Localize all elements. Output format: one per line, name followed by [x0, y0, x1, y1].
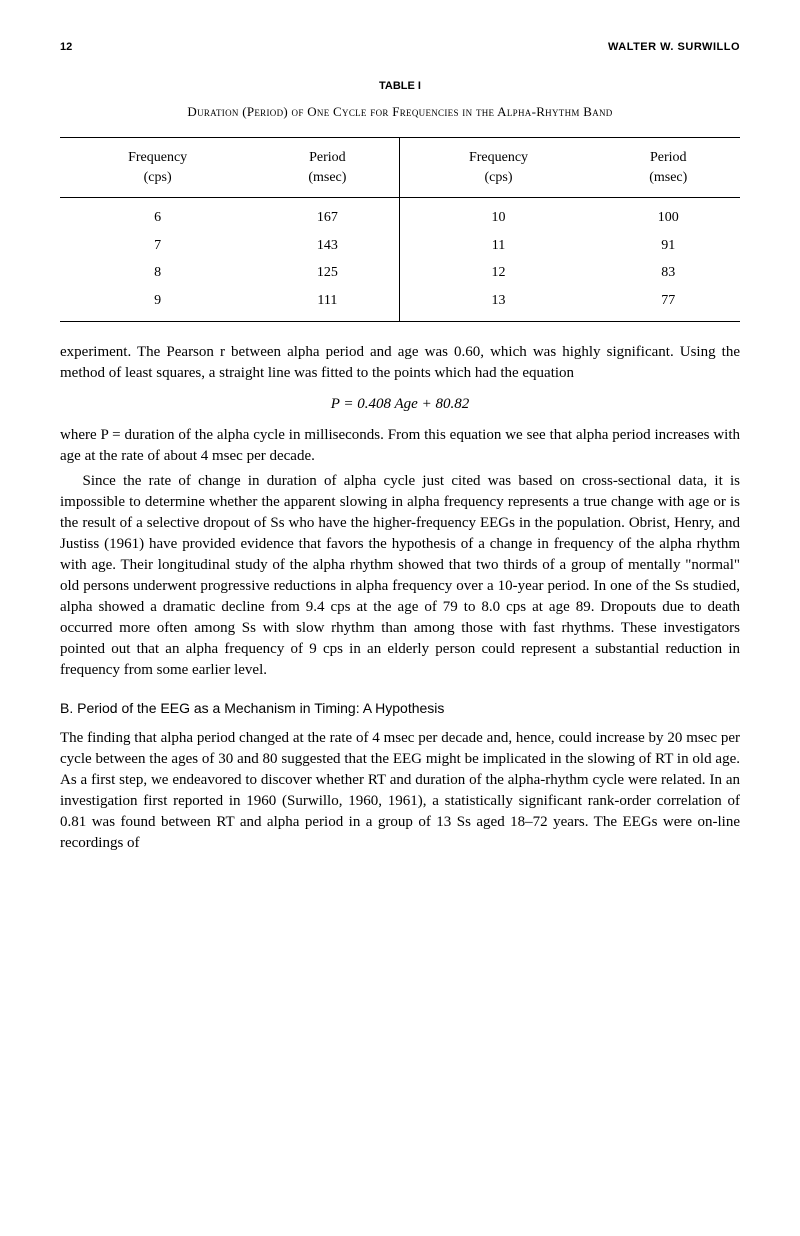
cell-rf: 11 [400, 232, 597, 260]
table-row: 8 125 12 83 [60, 259, 740, 287]
frequency-period-table: Frequency (cps) Period (msec) Frequency … [60, 137, 740, 322]
cell-lf: 7 [60, 232, 255, 260]
cell-rf: 10 [400, 198, 597, 232]
table-row: 9 111 13 77 [60, 287, 740, 321]
page-number: 12 [60, 40, 72, 55]
cell-rp: 100 [597, 198, 740, 232]
cell-lf: 6 [60, 198, 255, 232]
equation: P = 0.408 Age + 80.82 [60, 394, 740, 415]
cell-rp: 91 [597, 232, 740, 260]
paragraph-3: Since the rate of change in duration of … [60, 471, 740, 681]
cell-rp: 83 [597, 259, 740, 287]
col-period-right: Period (msec) [597, 137, 740, 197]
cell-lp: 167 [255, 198, 400, 232]
table-row: 7 143 11 91 [60, 232, 740, 260]
paragraph-4: The finding that alpha period changed at… [60, 728, 740, 854]
table-caption: Duration (Period) of One Cycle for Frequ… [60, 103, 740, 121]
page-header: 12 WALTER W. SURWILLO [60, 40, 740, 55]
col-freq-right: Frequency (cps) [400, 137, 597, 197]
col-period-left: Period (msec) [255, 137, 400, 197]
paragraph-2: where P = duration of the alpha cycle in… [60, 425, 740, 467]
cell-rp: 77 [597, 287, 740, 321]
cell-lp: 125 [255, 259, 400, 287]
paragraph-1: experiment. The Pearson r between alpha … [60, 342, 740, 384]
author-name: WALTER W. SURWILLO [608, 40, 740, 55]
cell-lf: 8 [60, 259, 255, 287]
table-row: 6 167 10 100 [60, 198, 740, 232]
cell-rf: 12 [400, 259, 597, 287]
cell-lf: 9 [60, 287, 255, 321]
table-header-row: Frequency (cps) Period (msec) Frequency … [60, 137, 740, 197]
table-label: TABLE I [60, 79, 740, 94]
cell-lp: 143 [255, 232, 400, 260]
section-b-heading: B. Period of the EEG as a Mechanism in T… [60, 699, 740, 719]
cell-lp: 111 [255, 287, 400, 321]
cell-rf: 13 [400, 287, 597, 321]
col-freq-left: Frequency (cps) [60, 137, 255, 197]
